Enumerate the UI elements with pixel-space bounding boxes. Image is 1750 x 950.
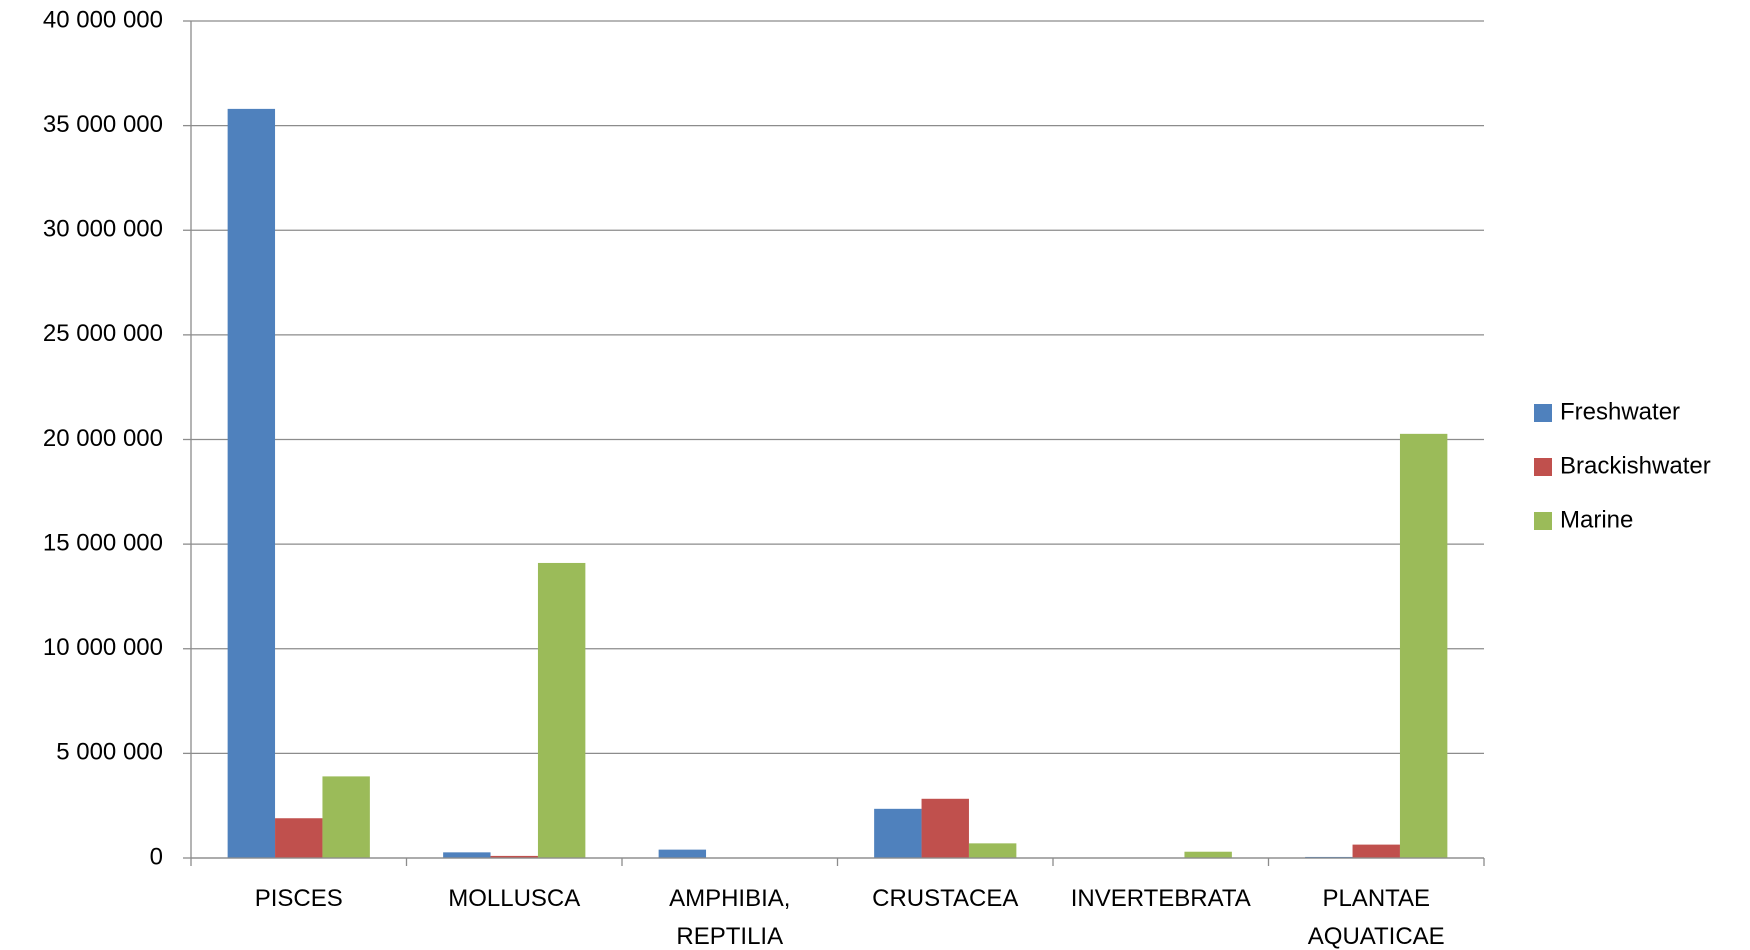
y-tick-label: 0 [150, 843, 163, 870]
y-tick-label: 40 000 000 [43, 6, 163, 33]
x-tick-label: PISCES [254, 885, 343, 912]
legend-swatch [1534, 512, 1552, 530]
y-tick-label: 10 000 000 [43, 634, 163, 661]
legend-swatch [1534, 404, 1552, 422]
bar [1184, 851, 1232, 858]
legend-label: Brackishwater [1560, 452, 1711, 479]
legend-label: Marine [1560, 506, 1633, 533]
bar [322, 776, 370, 858]
y-tick-label: 30 000 000 [43, 216, 163, 243]
x-tick-label: CRUSTACEA [872, 885, 1019, 912]
bar [275, 818, 323, 858]
x-tick-label: PLANTAE AQUATICAE [1307, 885, 1445, 950]
bar [227, 108, 276, 858]
x-tick-label: INVERTEBRATA [1070, 885, 1251, 912]
y-tick-label: 35 000 000 [43, 111, 163, 138]
bar [490, 855, 538, 858]
bar [1399, 433, 1448, 858]
bar [921, 798, 969, 858]
bar [537, 562, 586, 858]
x-tick-label: AMPHIBIA, REPTILIA [669, 885, 791, 950]
bar [443, 852, 491, 858]
bar [1352, 844, 1400, 858]
y-tick-label: 20 000 000 [43, 425, 163, 452]
y-tick-label: 25 000 000 [43, 320, 163, 347]
y-tick-label: 5 000 000 [56, 739, 163, 766]
bar [968, 843, 1017, 858]
bar [874, 808, 922, 858]
legend-swatch [1534, 458, 1552, 476]
x-tick-label: MOLLUSCA [448, 885, 581, 912]
y-tick-label: 15 000 000 [43, 529, 163, 556]
legend-label: Freshwater [1560, 398, 1680, 425]
bar [658, 849, 707, 858]
